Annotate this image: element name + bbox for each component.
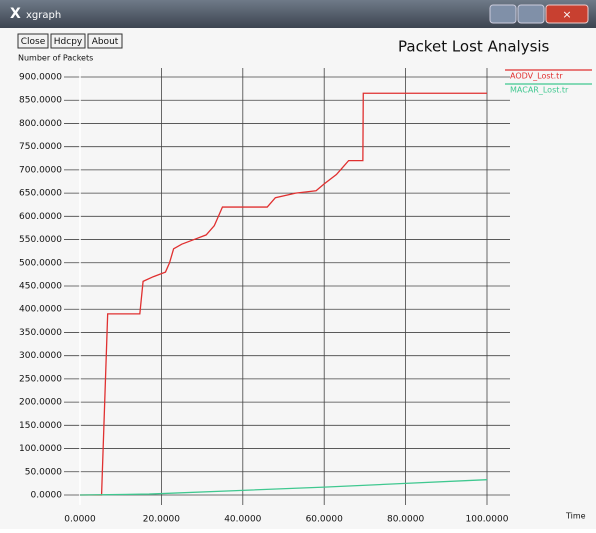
x-logo: X (10, 6, 21, 22)
toolbar-button-label: Hdcpy (54, 37, 83, 47)
y-tick-label: 150.0000 (19, 421, 62, 431)
x-tick-label: 100.0000 (466, 515, 509, 525)
x-tick-label: 0.0000 (64, 515, 96, 525)
x-tick-label: 40.0000 (224, 515, 261, 525)
y-tick-label: 750.0000 (19, 142, 62, 152)
y-tick-label: 250.0000 (19, 374, 62, 384)
x-tick-label: 80.0000 (387, 515, 424, 525)
legend-label: MACAR_Lost.tr (510, 86, 569, 95)
toolbar-button[interactable] (50, 33, 86, 49)
toolbar-button-label: Close (21, 37, 46, 47)
y-tick-label: 100.0000 (19, 444, 62, 454)
maximize-button[interactable] (517, 4, 545, 24)
data-line (79, 479, 488, 496)
data-line (80, 92, 487, 496)
toolbar-button[interactable] (17, 33, 49, 49)
y-tick-label: 450.0000 (19, 282, 62, 292)
y-tick-label: 900.0000 (19, 73, 62, 83)
y-tick-label: 350.0000 (19, 328, 62, 338)
x-axis-label: Time (565, 512, 586, 521)
legend-label: AODV_Lost.tr (510, 72, 563, 81)
y-tick-label: 200.0000 (19, 398, 62, 408)
chart-title: Packet Lost Analysis (398, 38, 550, 56)
close-x: × (562, 8, 571, 21)
y-tick-label: 700.0000 (19, 165, 62, 175)
x-tick-label: 60.0000 (306, 515, 343, 525)
y-tick-label: 850.0000 (19, 96, 62, 106)
y-tick-label: 300.0000 (19, 351, 62, 361)
window-title: xgraph (26, 10, 61, 21)
y-tick-label: 400.0000 (19, 305, 62, 315)
toolbar-button[interactable] (87, 33, 123, 49)
x-tick-label: 20.0000 (143, 515, 180, 525)
y-tick-label: 550.0000 (19, 235, 62, 245)
y-tick-label: 800.0000 (19, 119, 62, 129)
y-tick-label: 600.0000 (19, 212, 62, 222)
y-tick-label: 500.0000 (19, 258, 62, 268)
toolbar-button-label: About (92, 37, 119, 47)
y-tick-label: 650.0000 (19, 189, 62, 199)
close-window-button[interactable] (545, 4, 589, 24)
y-tick-label: 50.0000 (25, 467, 62, 477)
y-axis-label: Number of Packets (18, 54, 93, 63)
y-tick-label: 0.0000 (31, 491, 63, 501)
minimize-button[interactable] (489, 4, 517, 24)
